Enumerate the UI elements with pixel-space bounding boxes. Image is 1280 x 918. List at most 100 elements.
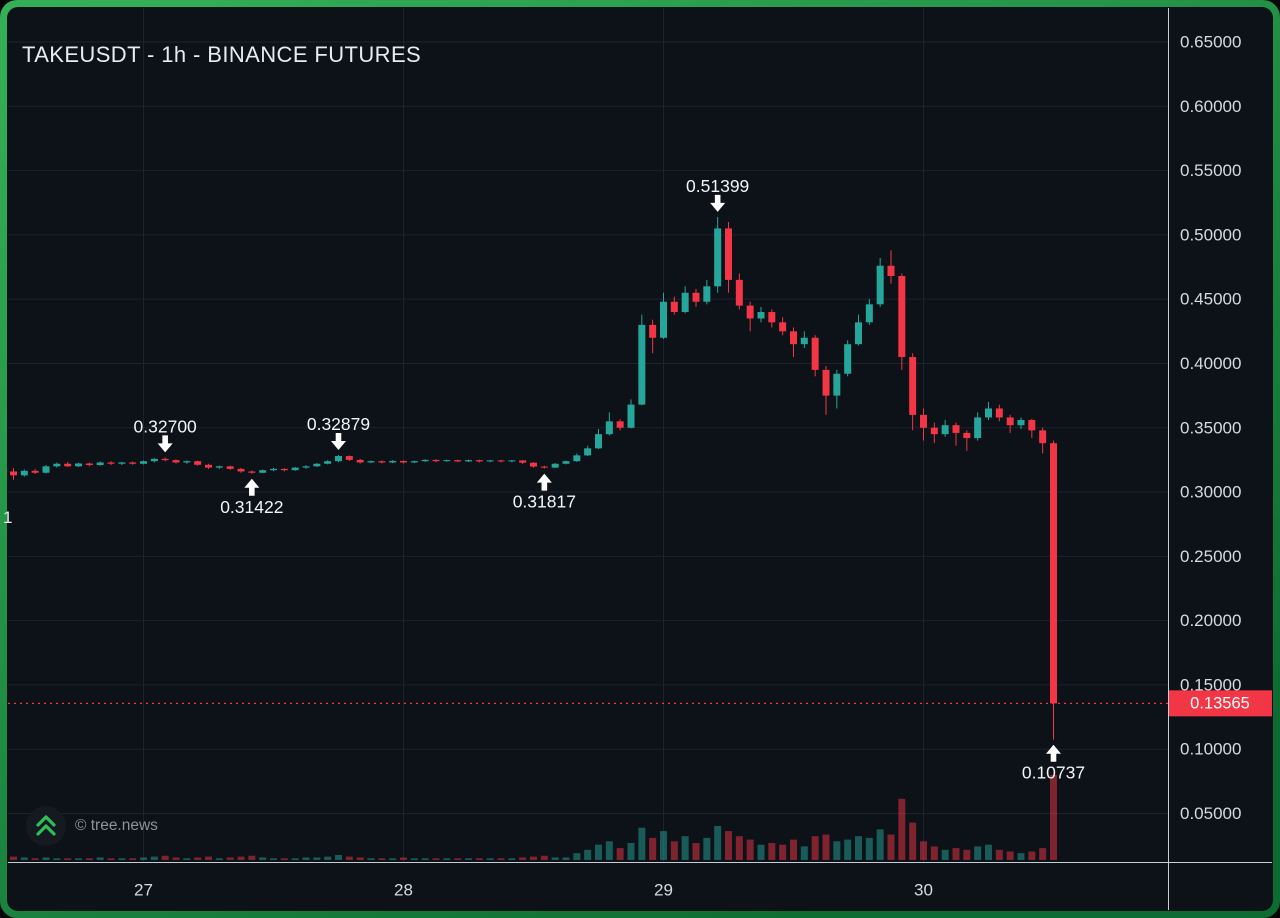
candle [638, 324, 646, 405]
volume-bar [703, 837, 711, 860]
volume-bar [129, 858, 137, 860]
annotation-price-label: 0.32700 [134, 416, 198, 436]
candle [150, 458, 158, 462]
candle [269, 468, 277, 471]
chart-plot-area[interactable] [8, 8, 1168, 862]
volume-bar [464, 858, 472, 860]
volume-bar [540, 855, 548, 860]
candle [1017, 420, 1025, 426]
annotation-arrow-up-icon [1045, 744, 1061, 762]
price-tick-label: 0.10000 [1180, 740, 1241, 759]
volume-bar [10, 856, 17, 860]
volume-bar [833, 841, 841, 860]
volume-bar [64, 858, 72, 860]
volume-bar [183, 858, 191, 860]
volume-bar [107, 858, 115, 860]
clipped-left-annotation-label: 1 [3, 508, 13, 527]
last-price-tag [1168, 690, 1272, 717]
volume-bar [139, 857, 147, 860]
candle [410, 461, 418, 463]
volume-bar [995, 849, 1003, 860]
price-tick-label: 0.60000 [1180, 97, 1241, 116]
volume-bar [399, 857, 407, 860]
volume-bar [508, 858, 516, 860]
candle [389, 460, 397, 463]
candle [529, 462, 537, 467]
volume-bar [984, 844, 992, 860]
volume-bar [356, 857, 364, 860]
candle [302, 466, 310, 468]
candle [1006, 417, 1014, 426]
candle [659, 301, 667, 338]
candle [714, 228, 722, 287]
volume-bar [605, 841, 613, 860]
candle [811, 337, 819, 370]
volume-bar [551, 857, 559, 860]
volume-bar [844, 839, 852, 860]
price-tick-label: 0.05000 [1180, 804, 1241, 823]
volume-bar [681, 836, 689, 860]
volume-bar [74, 858, 82, 860]
watermark: © tree.news [26, 806, 158, 846]
candle [670, 301, 678, 313]
volume-bar [1028, 851, 1036, 860]
time-axis[interactable] [8, 863, 1272, 910]
candle [324, 461, 332, 464]
volume-bar [150, 856, 158, 860]
volume-bar [876, 829, 884, 860]
volume-bar [475, 858, 483, 860]
candle [367, 461, 375, 463]
volume-bar [519, 857, 527, 860]
annotation-price-label: 0.32879 [307, 414, 370, 434]
time-tick-label: 30 [914, 881, 933, 900]
candle [584, 448, 592, 456]
volume-bar [345, 856, 353, 860]
volume-bar [269, 858, 277, 860]
price-axis[interactable] [1169, 8, 1272, 862]
price-tick-label: 0.25000 [1180, 547, 1241, 566]
volume-bar [367, 858, 375, 860]
candle [963, 432, 971, 439]
candle [31, 470, 39, 473]
volume-bar [410, 858, 418, 860]
volume-bar [237, 856, 245, 860]
candle [454, 460, 462, 462]
volume-bar [302, 857, 310, 860]
volume-bar [594, 844, 602, 860]
candle [53, 463, 61, 467]
price-tick-label: 0.65000 [1180, 33, 1241, 52]
candle [334, 456, 342, 462]
volume-bar [584, 849, 592, 860]
volume-bar [659, 831, 667, 860]
time-tick-label: 28 [394, 881, 413, 900]
volume-bar [930, 846, 938, 860]
volume-bar [757, 844, 765, 860]
volume-bar [204, 856, 212, 860]
volume-bars [10, 775, 1057, 860]
candle [649, 324, 657, 338]
candle [616, 421, 624, 428]
candle [204, 464, 212, 468]
time-tick-label: 27 [134, 881, 153, 900]
candle [930, 427, 938, 435]
price-tick-label: 0.30000 [1180, 483, 1241, 502]
candle [865, 304, 873, 323]
volume-bar [735, 836, 743, 860]
candle [432, 459, 440, 462]
candle [605, 421, 613, 435]
volume-bar [432, 858, 440, 860]
candle [724, 228, 732, 280]
volume-bar [1049, 775, 1057, 860]
last-price-line: 0.13565 [8, 690, 1272, 717]
candle [909, 357, 917, 415]
volume-bar [638, 827, 646, 860]
candle [844, 344, 852, 374]
volume-bar [161, 855, 169, 860]
candle [573, 455, 581, 462]
volume-bar [194, 857, 202, 860]
candle [248, 471, 256, 473]
volume-bar [324, 856, 332, 860]
candle [172, 460, 180, 463]
